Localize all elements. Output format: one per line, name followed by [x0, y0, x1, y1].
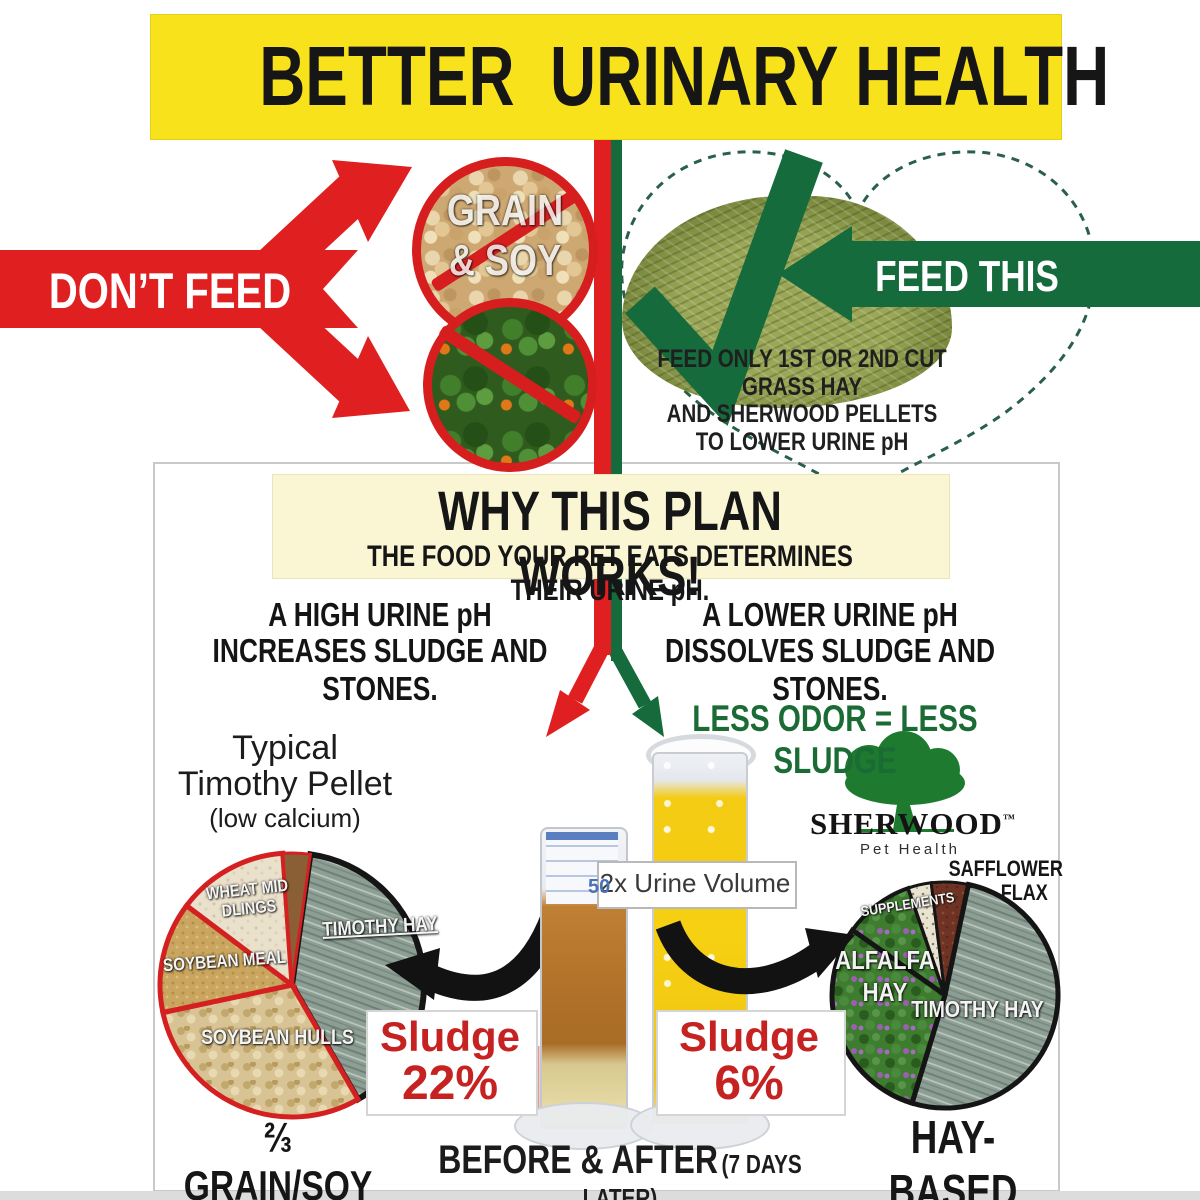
feed-this-label: FEED THIS	[875, 252, 1059, 301]
alfalfa-line2: HAY	[862, 977, 908, 1007]
high-ph-line2: INCREASES SLUDGE AND STONES.	[212, 632, 548, 707]
feed-note-line1: FEED ONLY 1ST OR 2ND CUT GRASS HAY	[657, 345, 947, 401]
alfalfa-hay-label: ALFALFA HAY	[833, 944, 937, 1008]
pellet-caption-line3: (low calcium)	[209, 803, 361, 833]
bottom-strip	[0, 1191, 1200, 1200]
sludge-22-value: 22%	[401, 1057, 499, 1110]
grain-circle-label: GRAIN & SOY	[429, 186, 582, 286]
grain-soy-photo	[412, 157, 598, 343]
grain-circle-line2: & SOY	[448, 236, 562, 285]
sludge-6-value: 6%	[714, 1057, 784, 1110]
days-later-text: (7 DAYS LATER)	[582, 1149, 802, 1200]
soybean-hulls-label: SOYBEAN HULLS	[201, 1026, 354, 1049]
urine-volume-label: 2x Urine Volume	[599, 868, 791, 898]
grain-circle-line1: GRAIN	[446, 186, 564, 235]
sludge-6-word: Sludge	[678, 1013, 819, 1060]
grain-soy-footer: ⅔ GRAIN/SOY	[183, 1114, 373, 1200]
sludge-22-box	[366, 1010, 538, 1116]
brand-tm: ™	[1002, 811, 1016, 826]
high-ph-line1: A HIGH URINE pH	[268, 596, 492, 633]
pellet-caption-line2: Timothy Pellet	[177, 765, 393, 803]
sludge-6-box	[656, 1010, 846, 1116]
feed-note: FEED ONLY 1ST OR 2ND CUT GRASS HAY AND S…	[634, 345, 970, 456]
sludge-22-word: Sludge	[379, 1013, 520, 1060]
pellet-caption-line1: Typical	[232, 729, 338, 767]
brand-name: SHERWOOD™	[810, 806, 1015, 842]
cylinder-tick-50: 50	[588, 876, 611, 898]
flax-label: FLAX	[1000, 880, 1048, 905]
less-odor-text: LESS ODOR = LESS SLUDGE	[692, 698, 978, 781]
alfalfa-line1: ALFALFA	[835, 945, 935, 975]
sludge-22-label: Sludge 22%	[366, 1015, 534, 1109]
feed-note-line2: AND SHERWOOD PELLETS	[666, 400, 938, 428]
top-banner	[150, 14, 1062, 140]
brand-name-text: SHERWOOD	[810, 806, 1003, 841]
low-ph-line2: DISSOLVES SLUDGE AND STONES.	[664, 632, 996, 707]
safflower-label: SAFFLOWER	[948, 856, 1063, 881]
feed-note-line3: TO LOWER URINE pH	[695, 427, 909, 456]
low-ph-line1: A LOWER URINE pH	[702, 596, 958, 633]
urine-volume-box	[597, 861, 797, 909]
why-headline-box	[272, 474, 950, 579]
hay-based-footer: HAY-BASED	[888, 1111, 1018, 1200]
timothy-hay-label-right: TIMOTHY HAY	[911, 996, 1044, 1022]
dont-feed-label: DON’T FEED THIS	[48, 263, 292, 377]
sludge-6-label: Sludge 6%	[656, 1015, 842, 1109]
why-headline: WHY THIS PLAN WORKS!	[438, 479, 782, 607]
before-after-text: BEFORE & AFTER	[438, 1138, 718, 1182]
page-title: BETTER URINARY HEALTH	[259, 29, 1110, 123]
brand-tagline: Pet Health	[859, 841, 961, 858]
vegetables-photo	[423, 298, 597, 472]
why-subhead: THE FOOD YOUR PET EATS DETERMINES THEIR …	[367, 540, 853, 607]
before-after-caption: BEFORE & AFTER (7 DAYS LATER)	[420, 1138, 820, 1200]
pellet-caption: Typical Timothy Pellet (low calcium)	[150, 730, 420, 834]
